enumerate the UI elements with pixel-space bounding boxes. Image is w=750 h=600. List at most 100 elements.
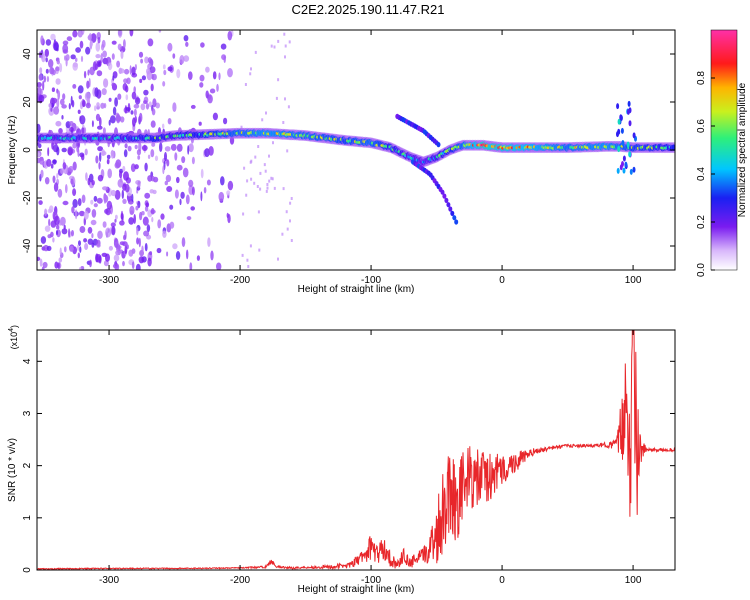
heatmap-noise-cell [259, 187, 262, 191]
heatmap-noise-cell [143, 89, 149, 96]
heatmap-noise-cell [137, 200, 141, 209]
snr-y-scale-exponent: 4 [8, 328, 15, 332]
x-tick-label: -300 [99, 275, 119, 286]
heatmap-noise-cell [72, 30, 78, 38]
heatmap-noise-cell [122, 241, 128, 247]
heatmap-noise-cell [165, 174, 172, 183]
heatmap-noise-cell [261, 118, 264, 122]
heatmap-noise-cell [77, 252, 81, 259]
heatmap-noise-cell [179, 55, 185, 65]
heatmap-noise-cell [212, 71, 217, 80]
heatmap-noise-cell [111, 226, 116, 236]
heatmap-noise-cell [91, 180, 95, 186]
heatmap-spike-cell [622, 155, 626, 162]
heatmap-noise-cell [265, 189, 268, 193]
heatmap-noise-cell [62, 200, 69, 206]
heatmap-noise-cell [146, 68, 151, 75]
y-tick-label: 0 [22, 567, 33, 573]
x-tick-label: 0 [499, 275, 505, 286]
heatmap-noise-cell [95, 155, 99, 164]
heatmap-noise-cell [60, 98, 65, 106]
heatmap-noise-cell [147, 154, 151, 159]
heatmap-noise-cell [60, 168, 65, 175]
heatmap-noise-cell [106, 154, 111, 160]
heatmap-noise-cell [191, 186, 195, 196]
heatmap-noise-cell [48, 205, 54, 213]
heatmap-noise-cell [108, 119, 111, 126]
heatmap-noise-cell [137, 180, 141, 188]
heatmap-noise-cell [200, 168, 204, 179]
heatmap-noise-cell [282, 121, 285, 124]
heatmap-noise-cell [81, 127, 85, 134]
heatmap-noise-cell [56, 146, 60, 156]
heatmap-noise-cell [247, 265, 250, 268]
heatmap-noise-cell [242, 212, 245, 216]
heatmap-noise-cell [93, 195, 98, 202]
heatmap-noise-cell [124, 245, 128, 254]
heatmap-noise-cell [117, 178, 124, 188]
heatmap-noise-cell [258, 248, 261, 252]
heatmap-noise-cell [55, 78, 61, 85]
heatmap-noise-cell [119, 220, 125, 226]
heatmap-noise-cell [113, 254, 120, 262]
snr-frame [36, 329, 676, 571]
y-tick-label: 2 [22, 462, 33, 468]
heatmap-spike-cell [617, 128, 621, 135]
heatmap-noise-cell [40, 35, 44, 45]
heatmap-noise-cell [62, 40, 69, 46]
heatmap-noise-cell [47, 147, 50, 157]
heatmap-noise-cell [218, 191, 225, 202]
heatmap-noise-cell [96, 102, 100, 108]
colorbar-tick-label: 0.2 [696, 215, 707, 229]
heatmap-noise-cell [95, 113, 101, 122]
heatmap-noise-cell [249, 244, 252, 248]
heatmap-noise-cell [246, 179, 249, 183]
spectrogram-y-ticks: -40 -20 0 20 40 [22, 48, 675, 253]
heatmap-noise-cell [138, 51, 144, 58]
heatmap-noise-cell [123, 234, 126, 241]
heatmap-noise-cell [179, 198, 182, 206]
heatmap-noise-cell [141, 145, 148, 151]
heatmap-noise-cell [110, 189, 116, 197]
heatmap-noise-cell [61, 115, 64, 120]
heatmap-spike-cell [628, 151, 632, 158]
heatmap-noise-cell [95, 54, 101, 59]
heatmap-noise-cell [157, 219, 162, 229]
heatmap-noise-cell [266, 183, 269, 186]
heatmap-noise-cell [169, 204, 174, 210]
heatmap-branch-cell [440, 189, 445, 195]
heatmap-noise-cell [246, 258, 249, 262]
heatmap-noise-cell [143, 100, 148, 105]
heatmap-noise-cell [112, 106, 117, 116]
heatmap-noise-cell [167, 66, 173, 72]
heatmap-noise-cell [70, 178, 74, 185]
heatmap-noise-cell [72, 62, 78, 71]
heatmap-noise-cell [93, 203, 98, 208]
heatmap-spike-cell [628, 120, 632, 127]
heatmap-noise-cell [83, 70, 87, 79]
heatmap-noise-cell [151, 142, 156, 147]
heatmap-noise-cell [43, 75, 46, 83]
y-tick-label: -40 [22, 238, 33, 253]
heatmap-noise-cell [216, 83, 219, 92]
heatmap-branch-cell [444, 197, 449, 203]
spectrogram-heatmap [37, 30, 675, 270]
heatmap-noise-cell [290, 239, 293, 242]
heatmap-noise-cell [58, 257, 63, 263]
y-tick-label: 40 [22, 48, 33, 60]
heatmap-noise-cell [51, 102, 54, 109]
heatmap-spike-cell [622, 167, 626, 174]
heatmap-noise-cell [37, 256, 41, 261]
heatmap-noise-cell [91, 120, 94, 128]
heatmap-noise-cell [117, 30, 123, 38]
heatmap-noise-cell [70, 54, 76, 60]
heatmap-noise-cell [55, 66, 60, 72]
heatmap-noise-cell [116, 243, 121, 253]
heatmap-noise-cell [51, 87, 56, 92]
heatmap-noise-cell [136, 149, 141, 156]
heatmap-noise-cell [220, 43, 227, 50]
heatmap-noise-cell [75, 47, 81, 53]
heatmap-noise-cell [162, 123, 165, 129]
y-tick-label: 3 [22, 410, 33, 416]
heatmap-noise-cell [107, 158, 110, 165]
